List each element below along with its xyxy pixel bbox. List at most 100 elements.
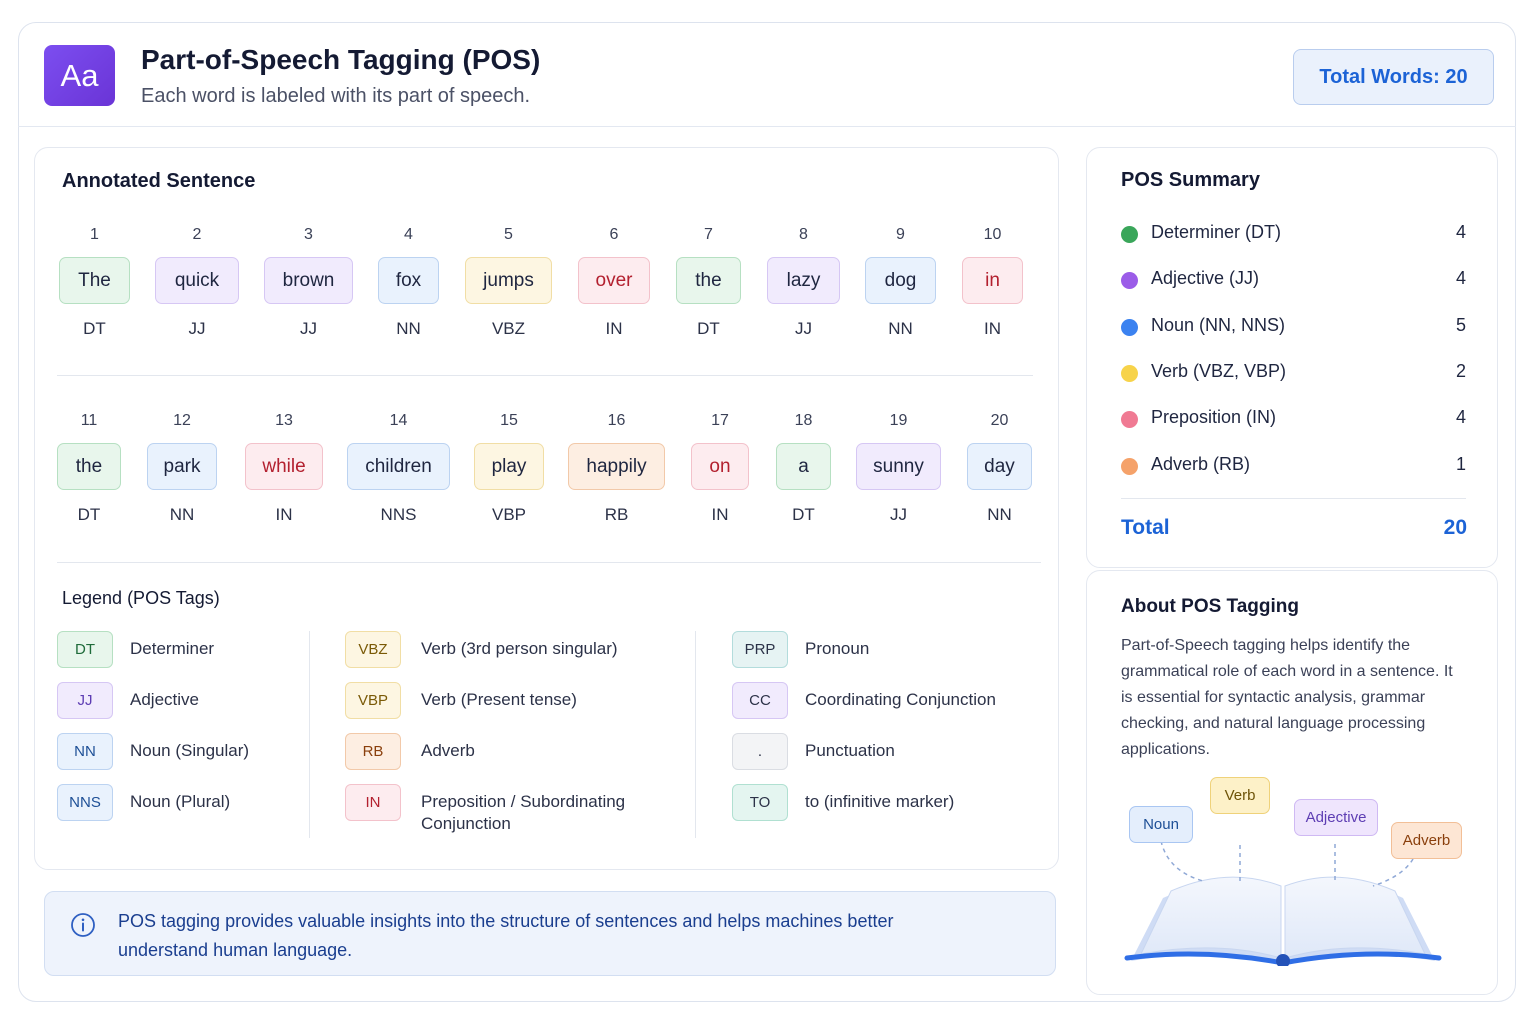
legend-label: to (infinitive marker) (805, 792, 955, 811)
color-dot (1121, 272, 1138, 290)
token-tag: JJ (890, 505, 907, 524)
about-title: About POS Tagging (1121, 596, 1300, 617)
summary-item: Adverb (RB) 1 (1121, 454, 1466, 480)
token-20: 20 day NN (967, 412, 1032, 532)
summary-label: Adverb (RB) (1151, 453, 1251, 474)
token-tag: IN (275, 505, 293, 524)
token-word: park (147, 443, 217, 490)
info-text: POS tagging provides valuable insights i… (118, 911, 894, 960)
legend-label: Adverb (421, 741, 475, 760)
summary-item: Verb (VBZ, VBP) 2 (1121, 361, 1466, 387)
token-word: in (962, 257, 1023, 304)
token-tag: NN (888, 319, 913, 338)
token-tag: JJ (795, 319, 812, 338)
token-10: 10 in IN (962, 226, 1023, 346)
legend-chip-jj: JJ (57, 682, 113, 719)
token-word: sunny (856, 443, 941, 490)
token-word: play (474, 443, 544, 490)
token-index: 13 (275, 412, 293, 429)
legend-label: Pronoun (805, 639, 870, 658)
token-tag: IN (605, 319, 623, 338)
page-subtitle: Each word is labeled with its part of sp… (141, 85, 531, 107)
token-word: The (59, 257, 130, 304)
summary-label: Noun (NN, NNS) (1151, 314, 1286, 335)
open-book-icon (1124, 876, 1442, 966)
token-word: quick (155, 257, 239, 304)
bubble-adverb: Adverb (1391, 822, 1462, 859)
pos-summary-card: POS Summary Determiner (DT) 4 Adjective (J… (1086, 147, 1498, 568)
legend-label: Coordinating Conjunction (805, 690, 996, 709)
token-index: 2 (192, 226, 202, 243)
token-word: dog (865, 257, 936, 304)
summary-item: Adjective (JJ) 4 (1121, 268, 1466, 294)
token-word: children (347, 443, 450, 490)
token-word: jumps (465, 257, 552, 304)
token-tag: DT (83, 319, 106, 338)
bubble-adjective: Adjective (1294, 799, 1378, 836)
legend-chip-to: TO (732, 784, 788, 821)
token-7: 7 the DT (676, 226, 741, 346)
token-index: 12 (173, 412, 191, 429)
token-tag: JJ (300, 319, 317, 338)
token-tag: NN (169, 505, 195, 524)
token-word: brown (264, 257, 353, 304)
token-index: 10 (983, 226, 1002, 243)
token-index: 15 (500, 412, 518, 429)
header: Aa Part-of-Speech Tagging (POS) Each wor… (18, 22, 1516, 127)
legend-label: Adjective (130, 690, 199, 709)
summary-count: 4 (1455, 407, 1466, 428)
legend-title: Legend (POS Tags) (62, 588, 220, 608)
token-tag: DT (77, 505, 101, 524)
legend-chip-nns: NNS (57, 784, 113, 821)
legend-chip-prp: PRP (732, 631, 788, 668)
token-index: 11 (80, 412, 98, 429)
summary-count: 4 (1455, 222, 1466, 242)
token-3: 3 brown JJ (264, 226, 353, 346)
token-index: 16 (607, 412, 626, 429)
token-word: over (578, 257, 650, 304)
bubble-noun: Noun (1129, 806, 1193, 843)
info-icon (71, 913, 95, 937)
summary-label: Determiner (DT) (1151, 222, 1282, 242)
token-word: day (967, 443, 1032, 490)
legend-chip-vbz: VBZ (345, 631, 401, 668)
annotated-sentence-title: Annotated Sentence (62, 170, 256, 192)
bubble-connectors (1160, 841, 1414, 887)
token-18: 18 a DT (776, 412, 831, 532)
token-word: while (245, 443, 323, 490)
token-word: on (691, 443, 749, 490)
token-6: 6 over IN (578, 226, 650, 346)
summary-item: Noun (NN, NNS) 5 (1121, 315, 1466, 341)
legend-label: Preposition / Subordinating Conjunction (421, 792, 626, 833)
color-dot (1121, 364, 1138, 382)
token-tag: NN (396, 319, 421, 338)
summary-total-value: 20 (1443, 516, 1467, 539)
legend-chip-in: IN (345, 784, 401, 821)
token-13: 13 while IN (245, 412, 323, 532)
token-word: lazy (767, 257, 840, 304)
token-16: 16 happily RB (568, 412, 665, 532)
token-index: 19 (889, 412, 908, 429)
token-index: 17 (711, 412, 729, 429)
summary-count: 4 (1455, 268, 1466, 289)
token-index: 1 (90, 226, 99, 243)
token-tag: VBZ (491, 319, 526, 338)
color-dot (1121, 226, 1138, 243)
legend-divider-1 (309, 631, 310, 838)
legend-chip-punct: . (732, 733, 788, 770)
token-tag: NNS (380, 505, 417, 524)
info-box: POS tagging provides valuable insights i… (44, 891, 1056, 976)
token-tag: JJ (188, 319, 206, 338)
token-15: 15 play VBP (474, 412, 544, 532)
legend-chip-rb: RB (345, 733, 401, 770)
token-2: 2 quick JJ (155, 226, 239, 346)
legend-label: Noun (Singular) (130, 741, 250, 760)
summary-count: 1 (1455, 453, 1466, 474)
token-tag: DT (792, 505, 815, 524)
token-11: 11 the DT (57, 412, 121, 532)
summary-item: Preposition (IN) 4 (1121, 407, 1466, 433)
token-5: 5 jumps VBZ (465, 226, 552, 346)
color-dot (1121, 318, 1138, 336)
summary-label: Preposition (IN) (1151, 407, 1277, 428)
total-words-badge: Total Words: 20 (1293, 49, 1494, 105)
